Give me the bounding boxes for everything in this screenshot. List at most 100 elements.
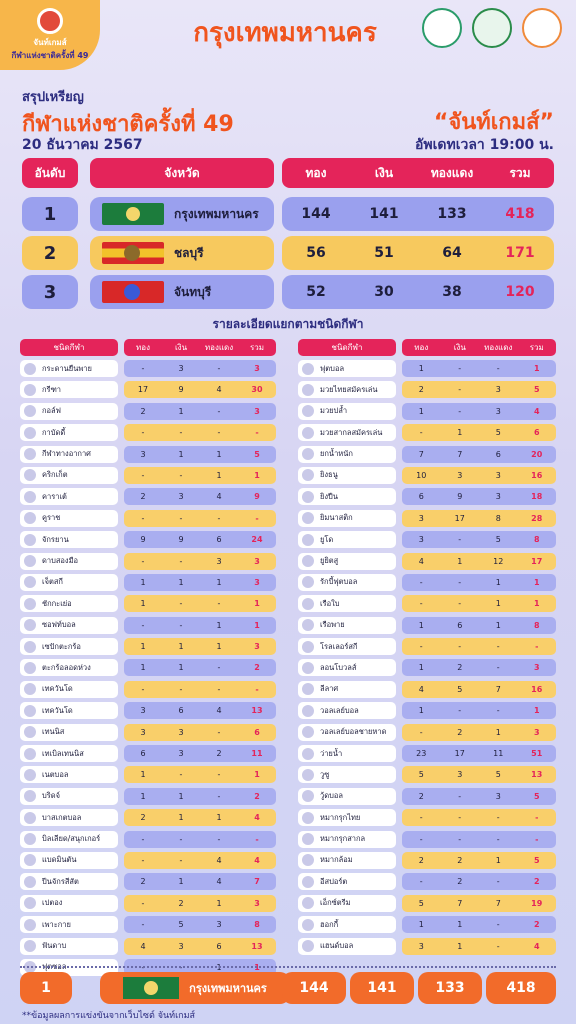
bronze-count: 1 (216, 898, 222, 908)
total-count: 3 (254, 406, 260, 416)
bronze-count: - (496, 813, 500, 823)
silver-count: 1 (178, 449, 184, 459)
gold-count: 5 (418, 770, 424, 780)
medal-cells: 2 2 1 5 (402, 851, 556, 869)
medal-cells: 7 7 6 20 (402, 445, 556, 463)
sport-row: หมากรุกไทย - - - - (298, 809, 556, 827)
mascot-sport-icon (302, 555, 314, 568)
sport-name: ตะกร้อลอดห่วง (42, 662, 91, 672)
sport-name-cell: วู้ดบอล (298, 787, 396, 805)
sport-name-cell: เซปักตะกร้อ (20, 638, 118, 656)
sport-row: เทควันโด 3 6 4 13 (20, 702, 276, 720)
badge-line1: จันท์เกมส์ (33, 38, 67, 47)
sport-name: วู้ดบอล (320, 791, 343, 801)
total-count: 7 (254, 877, 260, 887)
sport-name: ฟันดาบ (42, 941, 67, 951)
medal-cells: 2 - 3 5 (402, 787, 556, 805)
header-silver: เงิน (374, 166, 394, 180)
sport-name-cell: คริกเก็ต (20, 466, 118, 484)
medal-cells: - - 1 1 (124, 616, 276, 634)
sport-row: คูราช - - - - (20, 509, 276, 527)
header-bronze: ทองแดง (204, 343, 234, 352)
gold-count: - (419, 599, 423, 609)
sport-name-cell: เจ็ตสกี (20, 573, 118, 591)
mascot-sport-icon (302, 640, 314, 653)
silver-count: 5 (457, 684, 463, 694)
sport-name: เรือใบ (320, 598, 340, 608)
medal-cells: 1 1 - 2 (124, 787, 276, 805)
total-count: 20 (531, 449, 543, 459)
sport-name-cell: ลอนโบวลส์ (298, 659, 396, 677)
sport-row: เปตอง - 2 1 3 (20, 894, 276, 912)
sport-name-cell: ฮอกกี้ (298, 916, 396, 934)
mascot-sport-icon (302, 833, 314, 846)
gold-count: 2 (418, 791, 424, 801)
chanthaburi-flag-icon (102, 281, 164, 303)
sport-name: มวยไทยสมัครเล่น (320, 384, 378, 394)
sports-table-header: ชนิดกีฬา ทอง เงิน ทองแดง รวม (20, 339, 276, 356)
bronze-count: - (496, 941, 500, 951)
bronze-count: - (496, 920, 500, 930)
bronze-count: 3 (495, 385, 501, 395)
bronze-count: 7 (495, 684, 501, 694)
silver-count: - (458, 791, 462, 801)
sport-name-cell: เทควันโด (20, 680, 118, 698)
total-count: 4 (254, 813, 260, 823)
total-count: 30 (251, 385, 263, 395)
header-gold: ทอง (305, 166, 327, 180)
medal-cells: 3 1 - 4 (402, 937, 556, 955)
total-count: 4 (533, 406, 540, 416)
bottom-silver: 141 (350, 972, 414, 1004)
total-count: 3 (254, 364, 260, 373)
gold-count: - (141, 428, 145, 438)
bronze-count: 4 (216, 385, 222, 395)
mascot-sport-icon (302, 811, 314, 824)
silver-count: 1 (457, 941, 463, 951)
mascot-sport-icon (24, 768, 36, 781)
gold-count: - (419, 834, 423, 844)
sport-name-cell: มวยสากลสมัครเล่น (298, 424, 396, 442)
silver-count: 1 (178, 877, 184, 887)
sport-name-cell: กาบัดดี้ (20, 424, 118, 442)
mascot-sport-icon (302, 533, 314, 546)
medal-counts: 144 141 133 418 (282, 197, 554, 231)
silver-count: 1 (178, 406, 184, 416)
mascot-sport-icon (302, 854, 314, 867)
sport-row: วอลเลย์บอลชายหาด - 2 1 3 (298, 723, 556, 741)
medal-cells: 1 1 - 2 (124, 659, 276, 677)
gold-count: 6 (418, 492, 424, 502)
medal-cells: 2 1 4 7 (124, 873, 276, 891)
sport-row: แฮนด์บอล 3 1 - 4 (298, 937, 556, 955)
sport-name-cell: รักบี้ฟุตบอล (298, 573, 396, 591)
bronze-count: 1 (495, 727, 501, 737)
gold-count: - (419, 813, 423, 823)
sport-row: เนตบอล 1 - - 1 (20, 766, 276, 784)
silver-count: - (179, 684, 183, 694)
silver-count: 1 (457, 428, 463, 438)
city-title: กรุงเทพมหานคร (193, 18, 377, 48)
sport-row: ยิงปืน 6 9 3 18 (298, 488, 556, 506)
sport-name-cell: บาสเกตบอล (20, 809, 118, 827)
sport-row: วูซู 5 3 5 13 (298, 766, 556, 784)
header-silver: เงิน (453, 343, 466, 352)
bronze-count: 5 (495, 535, 501, 545)
medal-cells: 2 1 - 3 (124, 402, 276, 420)
sport-name: ชักกะเย่อ (42, 598, 72, 608)
sport-name-cell: เปตอง (20, 894, 118, 912)
bronze-count: 1 (495, 855, 501, 865)
sport-name: มวยปล้ำ (320, 406, 348, 416)
bronze-count: 3 (495, 470, 501, 480)
medal-cells: 1 1 - 2 (402, 916, 556, 934)
medal-cells: 1 1 1 3 (124, 573, 276, 591)
total-count: - (255, 428, 259, 438)
gold-count: 17 (137, 385, 149, 395)
medal-cells: ---- (402, 638, 556, 656)
medal-cells: 17 9 4 30 (124, 381, 276, 399)
bronze-count: 3 (495, 406, 501, 416)
mascot-sport-icon (24, 533, 36, 546)
medal-cells: - 2 1 3 (124, 894, 276, 912)
bronze-count: 8 (495, 513, 501, 523)
sport-name-cell: ยูยิตสู (298, 552, 396, 570)
mascot-sport-icon (302, 940, 314, 953)
mascot-sport-icon (24, 811, 36, 824)
